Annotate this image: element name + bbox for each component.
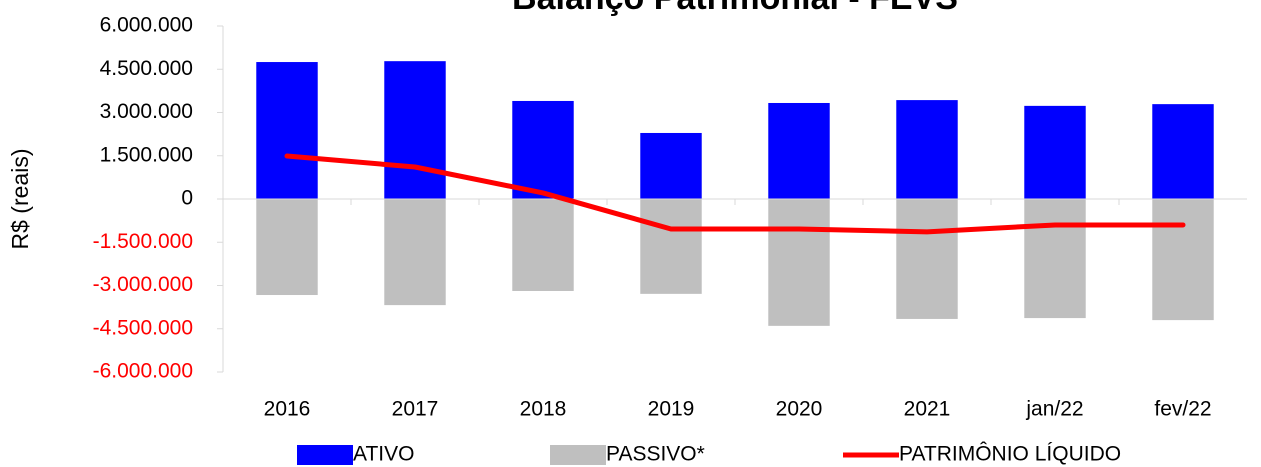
y-tick-label: -4.500.000 bbox=[93, 316, 193, 339]
x-tick-label: 2019 bbox=[648, 398, 695, 421]
y-axis-label: R$ (reais) bbox=[7, 149, 33, 250]
bar bbox=[256, 62, 318, 199]
legend-swatch bbox=[297, 445, 353, 465]
x-tick-label: 2017 bbox=[392, 398, 439, 421]
bar bbox=[640, 132, 702, 199]
bar bbox=[640, 199, 702, 294]
y-tick-label: 4.500.000 bbox=[100, 57, 193, 80]
y-tick-label: -6.000.000 bbox=[93, 360, 193, 383]
bar bbox=[896, 199, 958, 319]
bar bbox=[1152, 104, 1214, 199]
y-tick-label: 3.000.000 bbox=[100, 100, 193, 123]
x-tick-label: jan/22 bbox=[1025, 398, 1083, 421]
x-tick-label: 2021 bbox=[904, 398, 951, 421]
line bbox=[284, 153, 1186, 235]
bar bbox=[768, 102, 830, 199]
bar bbox=[512, 100, 574, 199]
bar bbox=[896, 100, 958, 199]
x-tick-label: 2018 bbox=[520, 398, 567, 421]
bar bbox=[384, 199, 446, 306]
y-tick-label: 6.000.000 bbox=[100, 14, 193, 37]
y-tick-label: -3.000.000 bbox=[93, 273, 193, 296]
bar bbox=[512, 199, 574, 291]
y-tick-label: 1.500.000 bbox=[100, 143, 193, 166]
legend-label: PASSIVO* bbox=[606, 443, 705, 466]
legend-label: PATRIMÔNIO LÍQUIDO bbox=[899, 443, 1121, 466]
bar bbox=[256, 199, 318, 296]
bar bbox=[1024, 105, 1086, 199]
x-tick-label: 2016 bbox=[264, 398, 311, 421]
y-tick-label: -1.500.000 bbox=[93, 230, 193, 253]
bar bbox=[1024, 199, 1086, 319]
x-tick-label: fev/22 bbox=[1154, 398, 1211, 421]
legend-swatch bbox=[550, 445, 606, 465]
chart-title: Balanço Patrimonial - FEVS bbox=[512, 0, 958, 17]
bar bbox=[768, 199, 830, 326]
legend-label: ATIVO bbox=[353, 443, 414, 466]
y-tick-label: 0 bbox=[181, 187, 193, 210]
x-tick-label: 2020 bbox=[776, 398, 823, 421]
bar bbox=[1152, 199, 1214, 321]
bar bbox=[384, 61, 446, 199]
